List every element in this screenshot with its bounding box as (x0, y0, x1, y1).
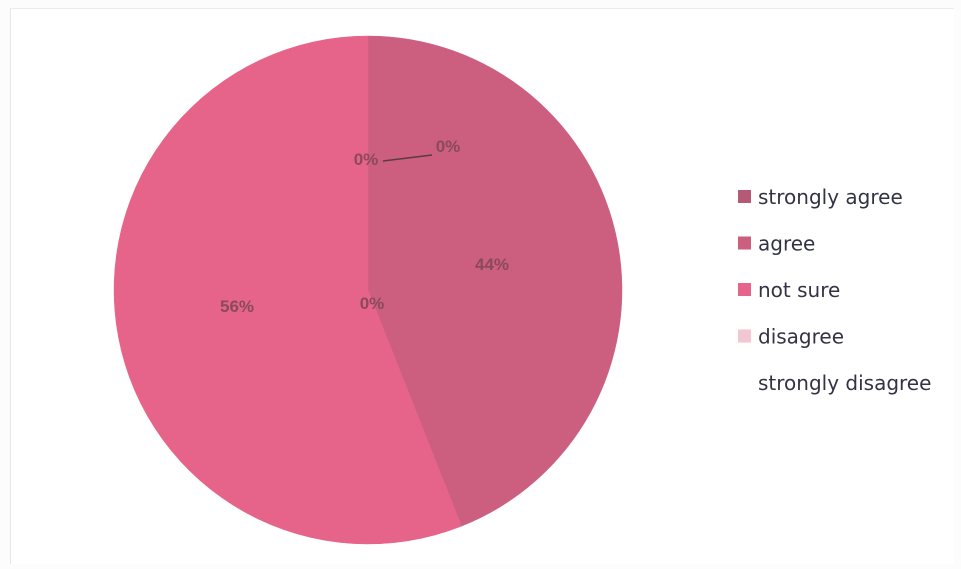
data-labels: 0% 44% 56% 0% 0% (220, 137, 509, 316)
legend-swatch-strongly-agree (738, 190, 751, 203)
leader-lines (382, 154, 433, 162)
data-label-agree: 44% (475, 255, 509, 274)
data-label-not-sure: 56% (220, 297, 254, 316)
legend-label-disagree: disagree (758, 325, 844, 349)
legend-swatch-agree (738, 236, 751, 250)
legend: strongly agree agree not sure disagree stron… (738, 185, 931, 395)
legend-label-strongly-agree: strongly agree (758, 185, 903, 209)
legend-swatch-disagree (738, 329, 751, 343)
legend-swatch-strongly-disagree (738, 376, 751, 389)
data-label-disagree: 0% (360, 294, 385, 313)
legend-label-strongly-disagree: strongly disagree (758, 371, 931, 395)
pie-slice-not-sure (113, 35, 462, 545)
pie-slice-agree (367, 35, 623, 527)
data-label-strongly-agree: 0% (436, 137, 461, 156)
leader-line (382, 154, 433, 162)
data-label-strongly-disagree: 0% (354, 150, 379, 169)
pie-slices (113, 35, 623, 545)
legend-swatch-not-sure (738, 283, 751, 296)
legend-label-not-sure: not sure (758, 278, 840, 302)
legend-label-agree: agree (758, 232, 815, 256)
